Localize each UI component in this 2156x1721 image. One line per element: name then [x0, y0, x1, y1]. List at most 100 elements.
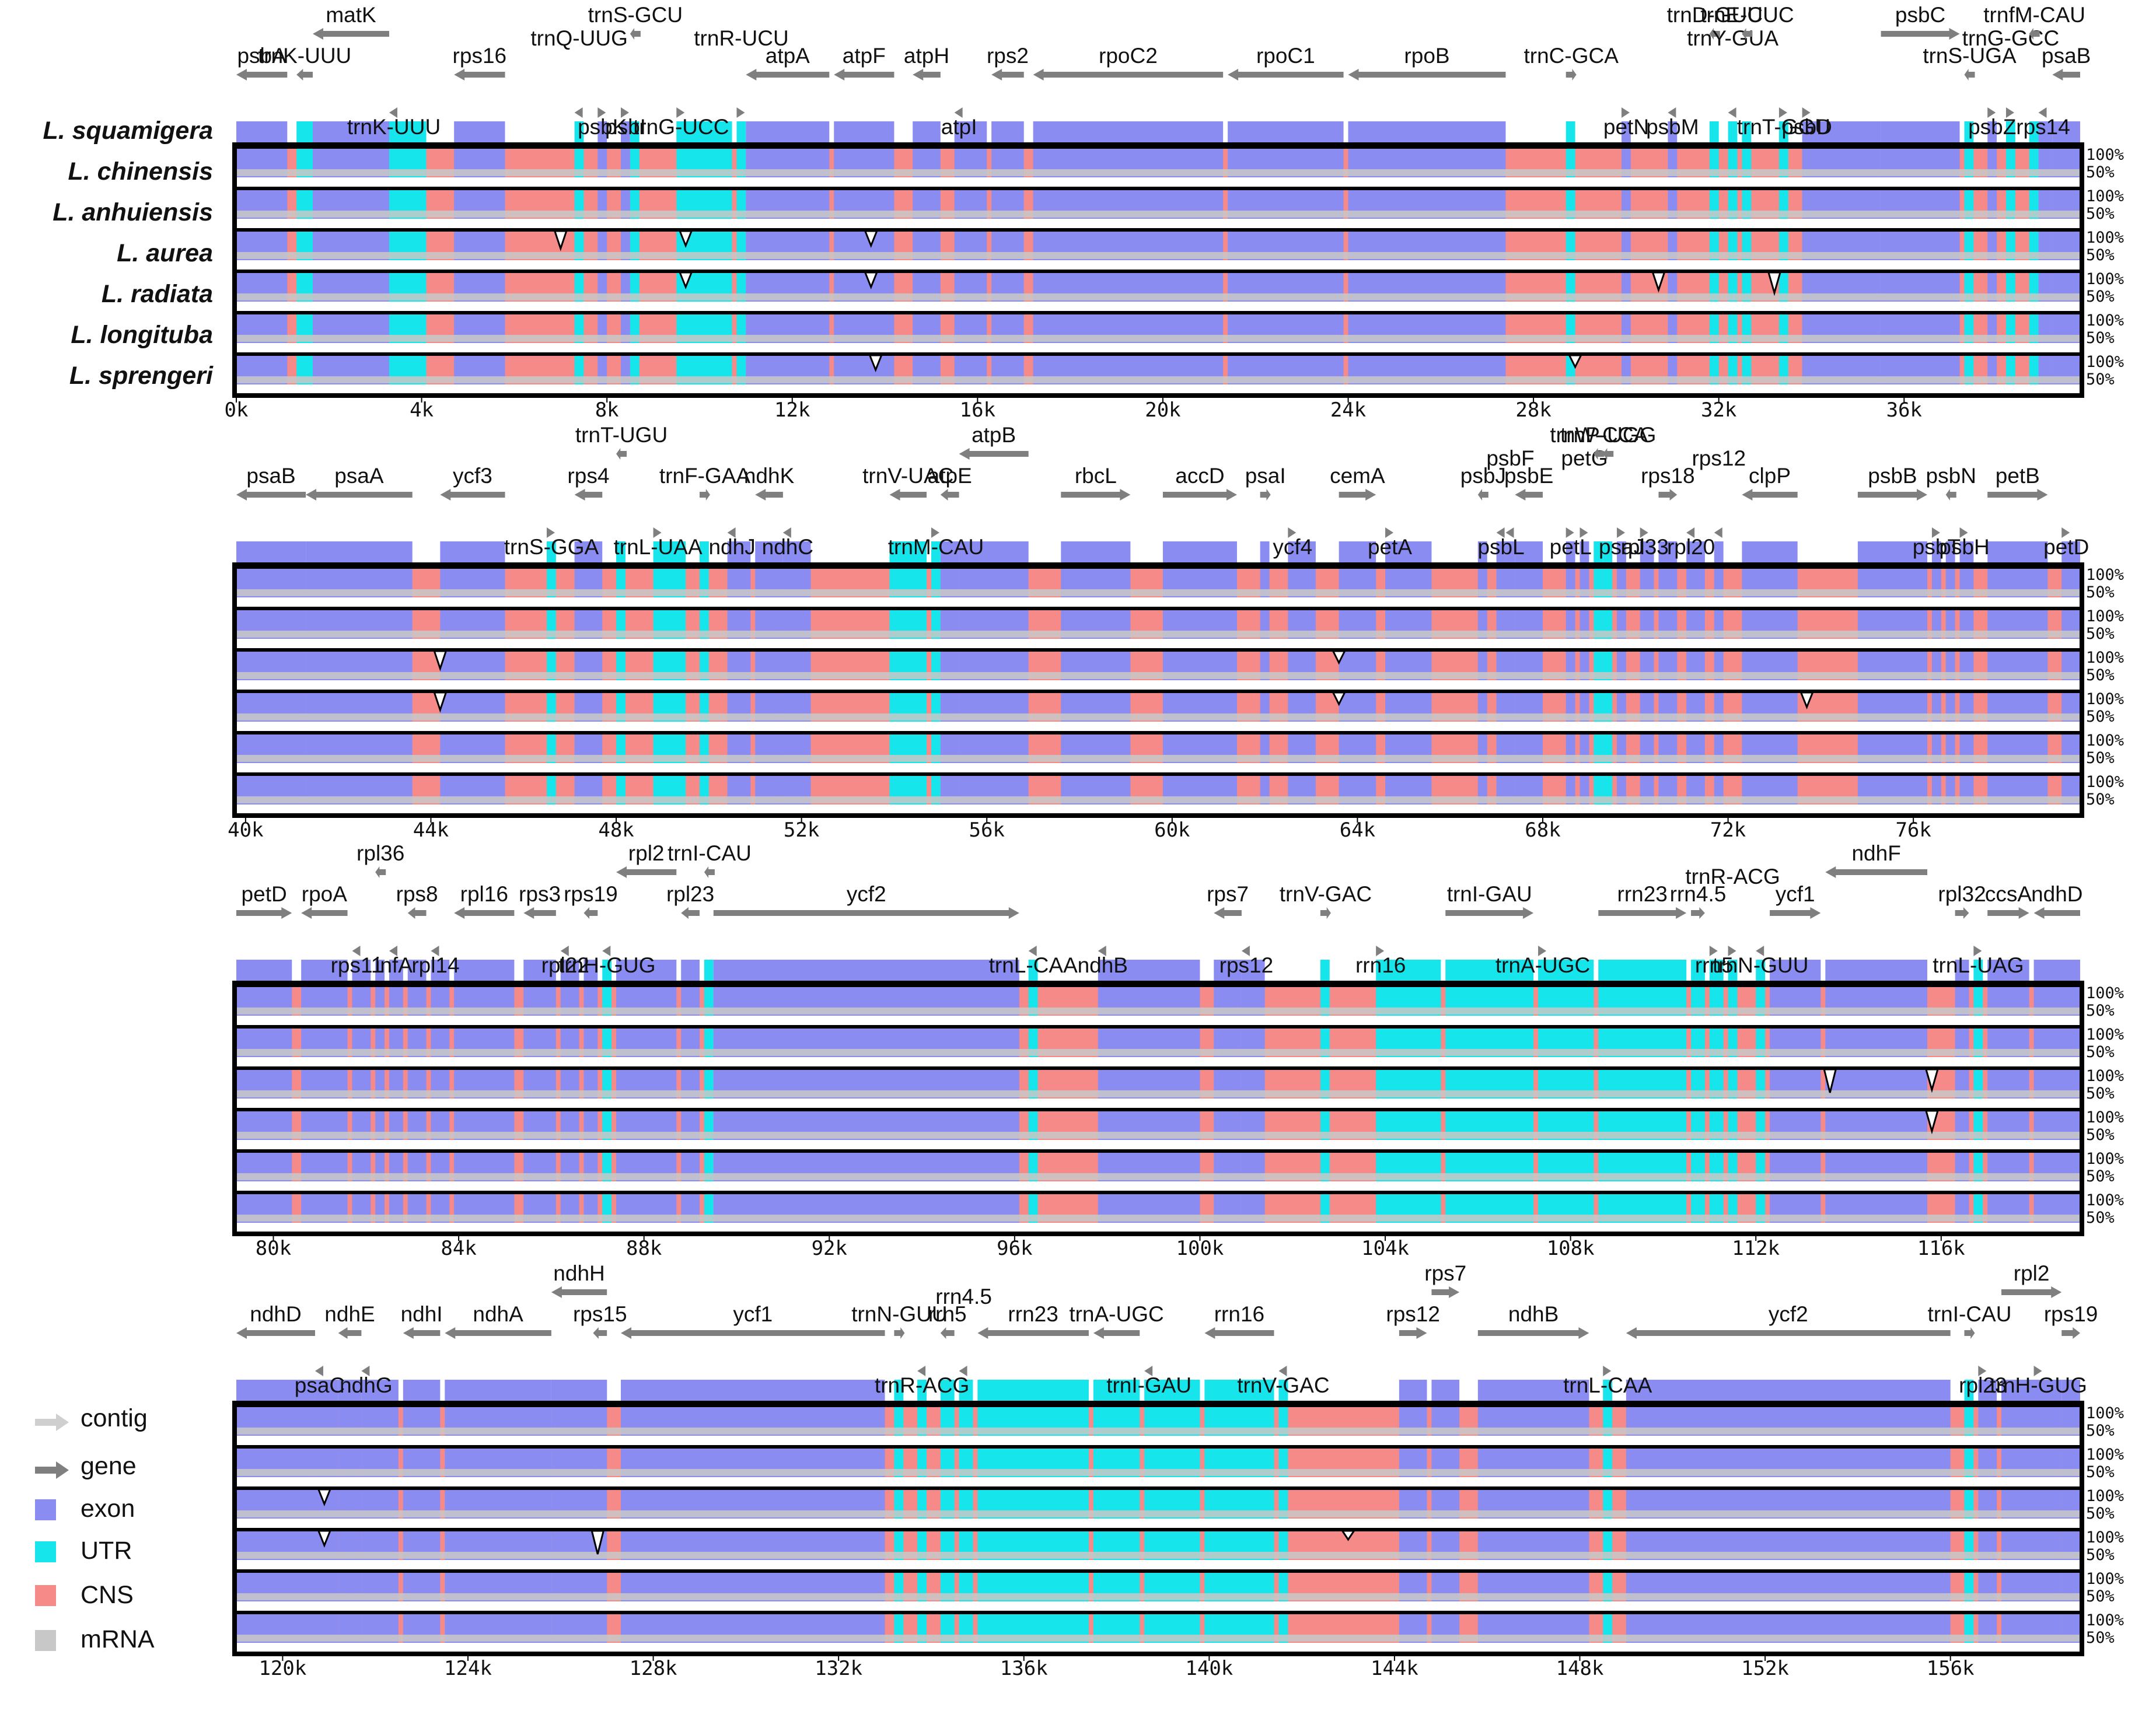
alignment-panel: 100%50%100%50%100%50%100%50%100%50%100%5…	[228, 423, 2124, 842]
identity-100-label: 100%	[2086, 1528, 2124, 1547]
gene-arrow	[1603, 1366, 1612, 1376]
gene-label: trnN-GUU	[1713, 953, 1808, 977]
identity-50-label: 50%	[2086, 749, 2115, 767]
gene-label: rpl22	[541, 953, 589, 977]
legend-label: mRNA	[81, 1625, 155, 1653]
gene-arrow	[1594, 448, 1605, 460]
gene-annotation: ndhB	[1078, 946, 1128, 977]
axis-tick-label: 84k	[441, 1237, 476, 1260]
gene-label: psaI	[1245, 464, 1286, 488]
gene-label: ndhC	[762, 535, 813, 559]
identity-50-label: 50%	[2086, 1126, 2115, 1144]
axis-tick-label: 80k	[256, 1237, 291, 1260]
gene-annotation: psbM	[1646, 107, 1699, 139]
legend-exon: exon	[35, 1495, 135, 1523]
gene-annotation: petG	[1561, 446, 1608, 538]
mrna-baseline	[236, 1215, 2080, 1222]
gene-arrow	[1445, 907, 1534, 919]
gene-arrow	[1617, 527, 1626, 538]
reference-block	[1778, 121, 1788, 142]
gene-annotation: rpl16	[454, 882, 515, 919]
gene-annotation: trnL-CAA	[1563, 1366, 1652, 1397]
reference-block	[894, 1380, 904, 1401]
reference-block	[1640, 541, 1654, 562]
gene-arrow	[306, 489, 413, 501]
gene-label: rps11	[331, 953, 383, 977]
reference-block	[889, 541, 927, 562]
gene-arrow	[889, 489, 927, 501]
identity-50-label: 50%	[2086, 1002, 2115, 1020]
utr-swatch	[35, 1541, 56, 1562]
identity-dip	[678, 271, 693, 290]
gene-label: trnA-UGC	[1495, 953, 1590, 977]
reference-block	[1658, 541, 1678, 562]
identity-100-label: 100%	[2086, 312, 2124, 330]
gene-label: ndhD	[250, 1302, 301, 1326]
gene-label: trnT-GGU	[1737, 115, 1830, 139]
identity-dip	[1568, 354, 1582, 369]
species-track: 100%50%	[236, 1528, 2124, 1564]
gene-annotation: petD	[236, 882, 292, 919]
gene-annotation: rps18	[1641, 464, 1695, 501]
gene-annotation: trnfM-CAU	[1983, 3, 2085, 40]
mrna-baseline	[236, 252, 2080, 259]
gene-label: trnL-UAA	[613, 535, 702, 559]
gene-arrow	[1339, 489, 1376, 501]
reference-block	[620, 121, 630, 142]
gene-label: psbD	[1781, 115, 1832, 139]
reference-block	[602, 960, 612, 981]
gene-annotation: psbK	[578, 107, 627, 139]
gene-arrow	[574, 489, 603, 501]
reference-block	[1477, 1380, 1589, 1401]
gene-arrow	[1978, 1366, 1987, 1376]
gene-annotation: petL	[1550, 527, 1592, 559]
gene-label: rrn5	[1695, 953, 1734, 977]
reference-block	[699, 541, 709, 562]
species-track: 100%50%	[236, 311, 2124, 347]
gene-annotation: rps7	[1424, 1261, 1466, 1298]
reference-block	[1566, 121, 1575, 142]
reference-block	[1955, 960, 1969, 981]
gene-annotation: ndhH	[551, 1261, 607, 1298]
axis-tick-label: 60k	[1154, 818, 1190, 842]
gene-label: rpoC1	[1256, 44, 1315, 68]
reference-block	[1617, 541, 1626, 562]
identity-100-label: 100%	[2086, 607, 2124, 625]
gene-annotation: petD	[2043, 527, 2089, 559]
species-track: 100%50%	[236, 352, 2124, 389]
reference-block	[1742, 541, 1798, 562]
reference-strip	[236, 1380, 2080, 1401]
gene-label: ndhB	[1078, 953, 1128, 977]
reference-block	[1320, 960, 1330, 981]
gene-arrow	[713, 907, 1019, 919]
gene-label: ndhB	[1508, 1302, 1559, 1326]
axis-tick-label: 120k	[258, 1657, 306, 1680]
gene-annotation: psbH	[1939, 527, 1990, 559]
species-name: L. radiata	[102, 280, 213, 308]
gene-arrow	[445, 1327, 551, 1339]
reference-block	[1945, 541, 1955, 562]
axis-tick-label: 52k	[784, 818, 819, 842]
gene-arrow	[676, 107, 685, 118]
gene-label: trnE-UUC	[1700, 3, 1794, 27]
species-track: 100%50%	[236, 1149, 2124, 1185]
gene-arrow	[236, 69, 288, 81]
gene-annotation: psbT	[1913, 527, 1961, 559]
gene-arrow	[1033, 69, 1224, 81]
reference-block	[560, 960, 579, 981]
reference-strip	[236, 121, 2080, 142]
gene-label: psbZ	[1968, 115, 2016, 139]
gene-label: rps12	[1692, 446, 1746, 470]
gene-annotation: trnG-UCC	[633, 107, 729, 139]
reference-block	[546, 541, 556, 562]
reference-block	[1603, 1380, 1613, 1401]
gene-label: ycf2	[1769, 1302, 1808, 1326]
gene-annotation: trnH-GUG	[1990, 1366, 2087, 1397]
gene-arrow	[746, 69, 830, 81]
axis-tick-label: 148k	[1556, 1657, 1604, 1680]
gene-arrow	[1931, 527, 1940, 538]
identity-dip	[1799, 691, 1814, 710]
reference-block	[454, 121, 505, 142]
gene-annotation: atpA	[746, 44, 830, 81]
axis-tick-label: 20k	[1145, 398, 1180, 422]
